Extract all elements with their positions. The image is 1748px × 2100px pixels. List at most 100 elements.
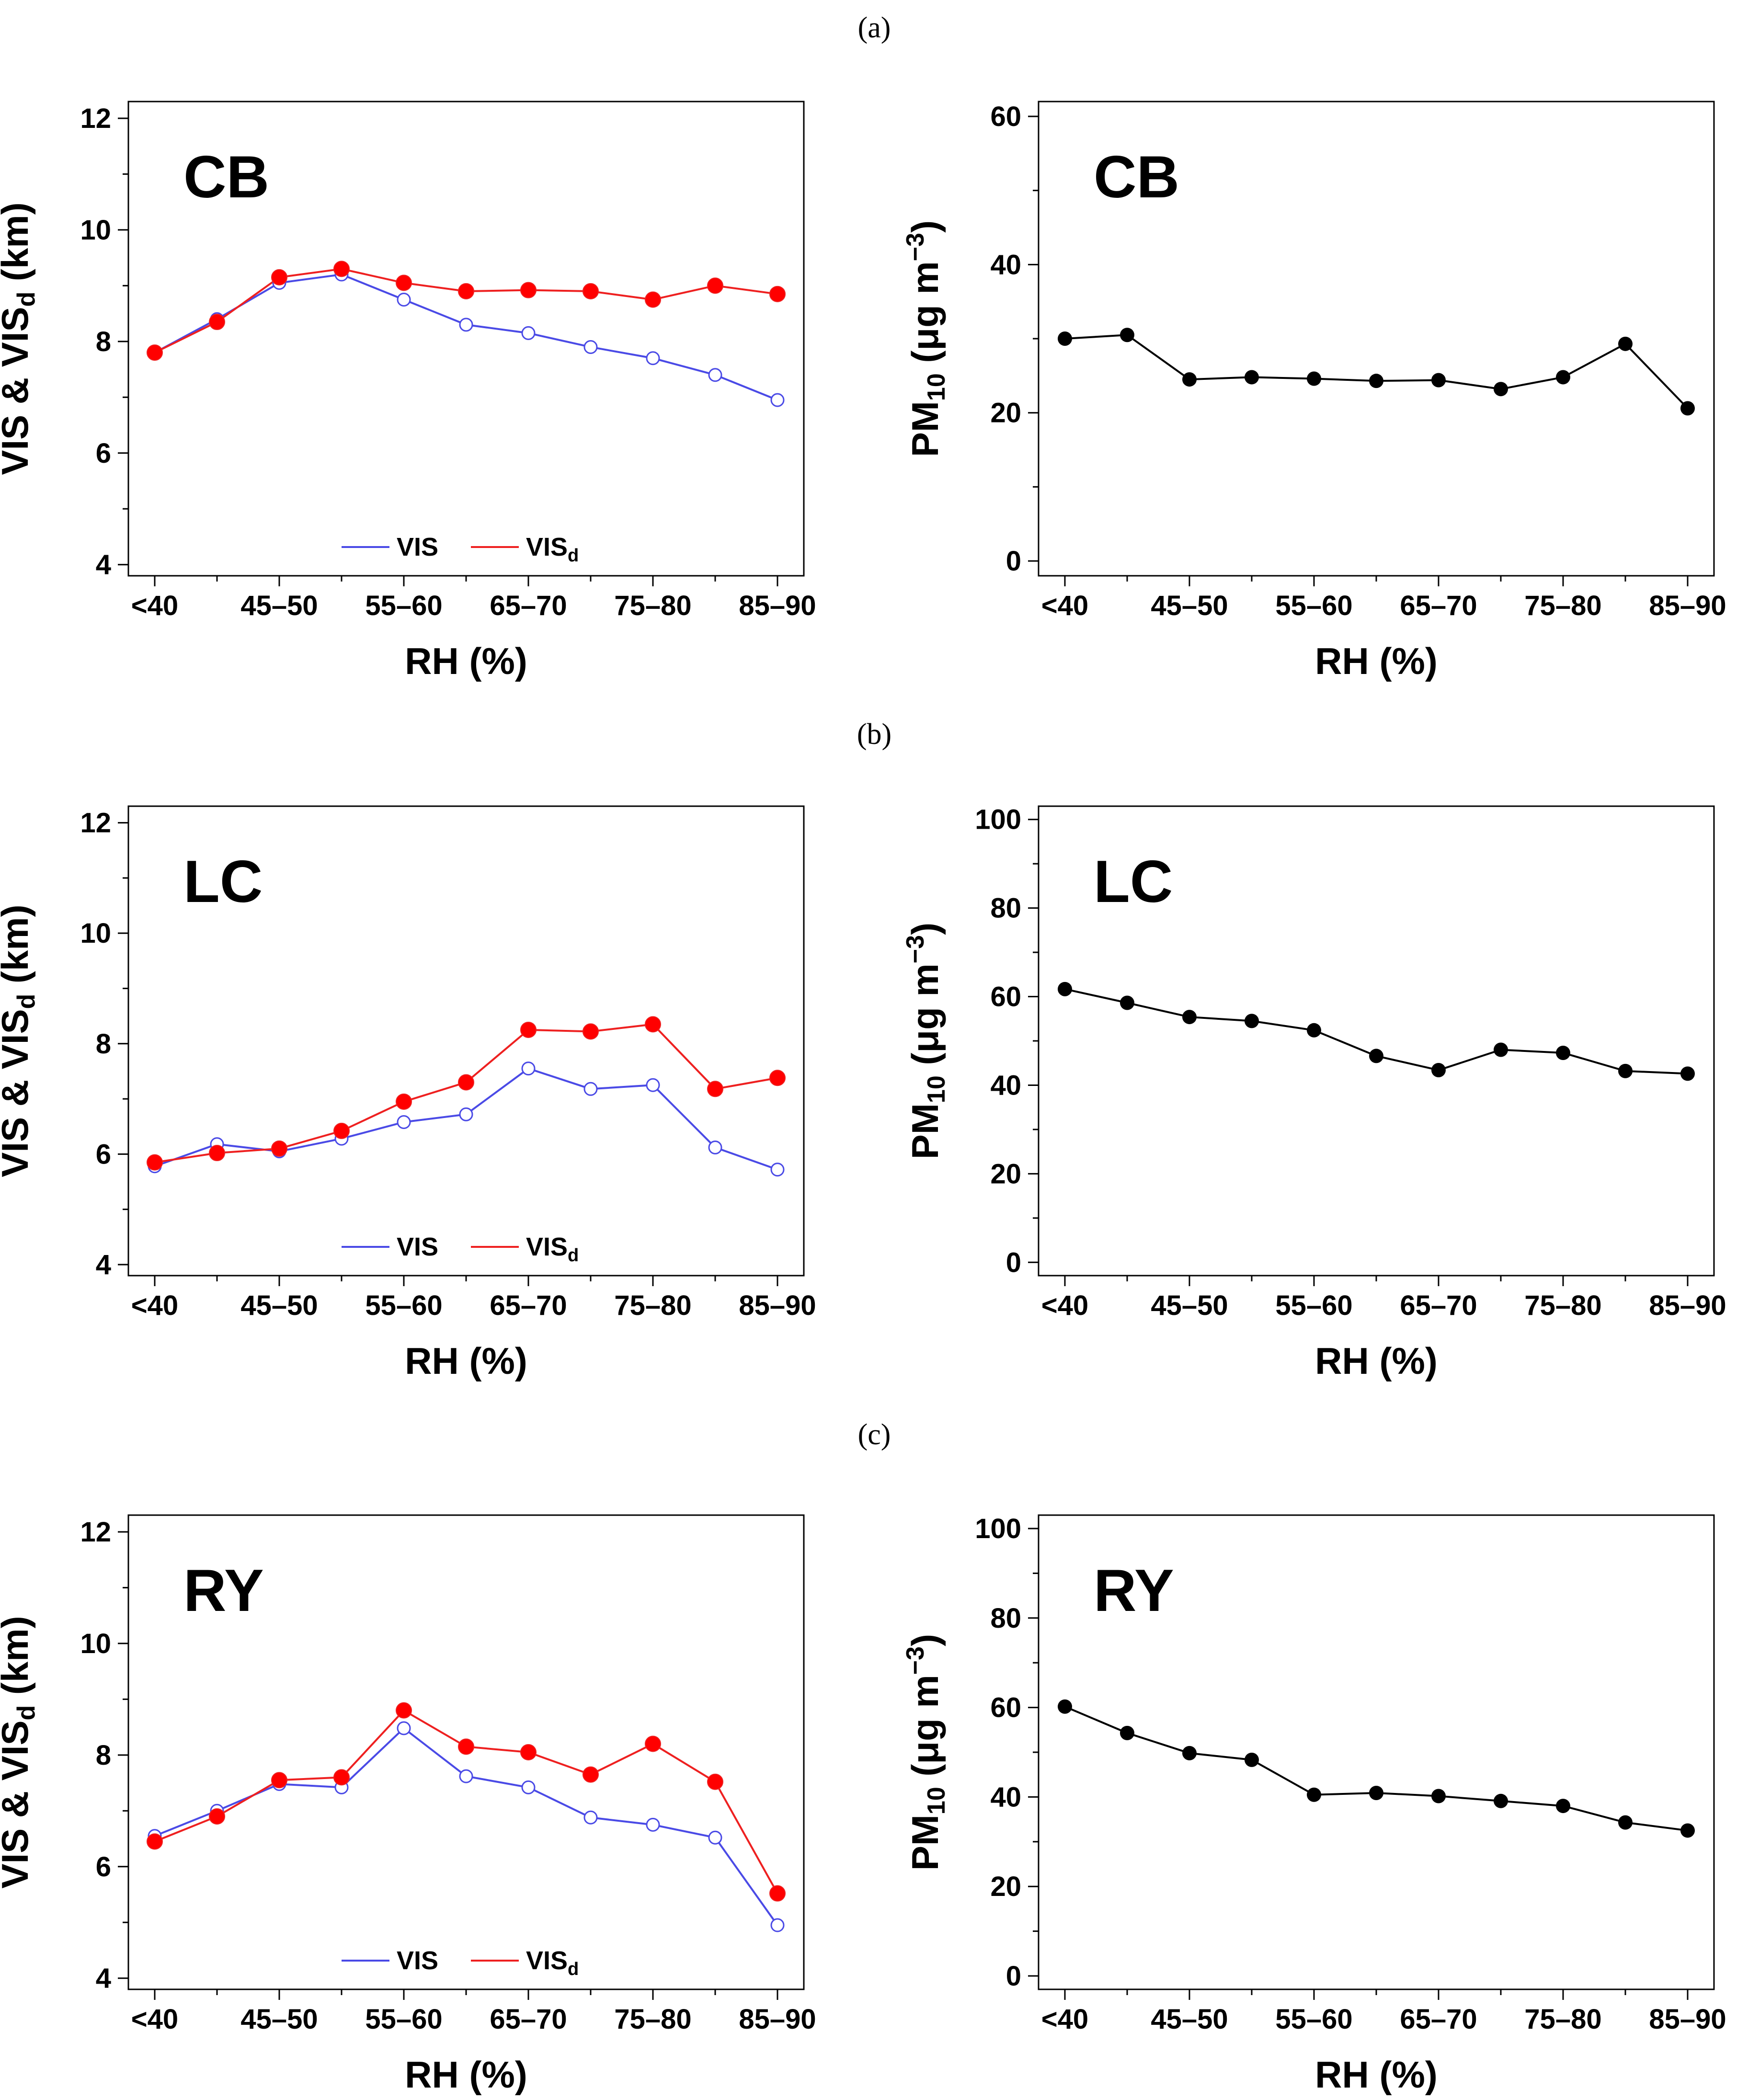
x-tick-label: <40 bbox=[1041, 590, 1088, 621]
visd-point bbox=[583, 283, 599, 299]
x-axis-title: RH (%) bbox=[405, 2054, 527, 2096]
y-axis-title: PM10 (μg m−3) bbox=[902, 1634, 950, 1871]
x-tick-label: 55–60 bbox=[365, 1290, 442, 1321]
y-axis-title: VIS & VISd (km) bbox=[0, 1616, 40, 1888]
visd-point bbox=[520, 282, 537, 298]
pm10-point bbox=[1307, 1787, 1321, 1802]
visd-point bbox=[769, 1070, 786, 1086]
pm10-point bbox=[1680, 1066, 1695, 1081]
y-tick-label: 60 bbox=[990, 1692, 1021, 1723]
visd-point bbox=[458, 283, 474, 299]
y-tick-label: 20 bbox=[990, 398, 1021, 429]
y-tick-label: 12 bbox=[80, 103, 111, 134]
pm10-point bbox=[1556, 370, 1570, 385]
pm10-point bbox=[1494, 382, 1508, 397]
y-tick-label: 10 bbox=[80, 1628, 111, 1659]
y-tick-label: 12 bbox=[80, 808, 111, 839]
x-axis-title: RH (%) bbox=[405, 1340, 527, 1382]
chart-cb-pm10: 0 20 40 60 <40 45–50 55–60 65–70 75–80 85–90 RH (%… bbox=[902, 101, 1726, 682]
vis-point bbox=[397, 1721, 411, 1735]
y-tick-label: 6 bbox=[96, 1139, 111, 1170]
chart-ry-visibility: 4 6 8 10 12 <40 45–50 55–60 65–70 75–80 85–90 RH (%… bbox=[0, 1514, 816, 2096]
pm10-point bbox=[1182, 372, 1197, 387]
visd-point bbox=[333, 1769, 350, 1786]
y-tick-label: 40 bbox=[990, 249, 1021, 280]
pm10-point bbox=[1182, 1010, 1197, 1025]
x-tick-label: 45–50 bbox=[1151, 590, 1228, 621]
x-tick-label: 45–50 bbox=[240, 2004, 318, 2035]
y-tick-label: 4 bbox=[96, 549, 111, 581]
visd-point bbox=[147, 1833, 163, 1850]
y-tick-label: 20 bbox=[990, 1871, 1021, 1902]
vis-point bbox=[583, 340, 598, 354]
visd-point bbox=[707, 277, 723, 294]
x-tick-label: 55–60 bbox=[365, 2004, 442, 2035]
x-tick-label: 45–50 bbox=[1151, 1290, 1228, 1321]
x-axis-title: RH (%) bbox=[1315, 2054, 1438, 2096]
x-axis-title: RH (%) bbox=[405, 640, 527, 682]
vis-point bbox=[646, 351, 660, 365]
site-label: LC bbox=[1094, 849, 1173, 915]
pm10-point bbox=[1494, 1042, 1508, 1057]
pm10-point bbox=[1556, 1045, 1570, 1060]
site-label: RY bbox=[183, 1558, 264, 1624]
x-tick-label: <40 bbox=[131, 2004, 178, 2035]
chart-cb-visibility: 4 6 8 10 12 <40 45–50 55–60 65–70 75–80 85–90 RH (%… bbox=[0, 101, 816, 682]
y-axis-title: PM10 (μg m−3) bbox=[902, 923, 950, 1159]
vis-point bbox=[708, 1141, 722, 1155]
pm10-point bbox=[1182, 1746, 1197, 1760]
y-tick-label: 4 bbox=[96, 1249, 111, 1280]
x-tick-label: 75–80 bbox=[614, 2004, 691, 2035]
y-tick-label: 0 bbox=[1006, 546, 1021, 577]
x-tick-label: <40 bbox=[131, 1290, 178, 1321]
x-tick-label: 55–60 bbox=[1275, 590, 1352, 621]
legend-vis-label: VIS bbox=[397, 1233, 438, 1261]
y-tick-label: 6 bbox=[96, 438, 111, 469]
legend-vis-label: VIS bbox=[397, 1946, 438, 1975]
visd-point bbox=[271, 269, 287, 285]
pm10-point bbox=[1680, 401, 1695, 416]
vis-point bbox=[583, 1810, 598, 1825]
pm10-point bbox=[1369, 1785, 1383, 1800]
pm10-point bbox=[1120, 328, 1134, 342]
visd-point bbox=[583, 1766, 599, 1783]
visd-point bbox=[396, 1702, 412, 1719]
x-tick-label: 85–90 bbox=[1649, 590, 1726, 621]
pm10-point bbox=[1058, 982, 1072, 996]
vis-point bbox=[770, 393, 785, 407]
vis-point bbox=[459, 1769, 473, 1783]
legend-vis-label: VIS bbox=[397, 533, 438, 561]
pm10-point bbox=[1058, 331, 1072, 346]
legend-visd-label: VISd bbox=[526, 533, 579, 566]
x-tick-label: <40 bbox=[131, 590, 178, 621]
visd-point bbox=[147, 344, 163, 361]
vis-point bbox=[646, 1817, 660, 1832]
pm10-point bbox=[1618, 1063, 1633, 1078]
pm10-point bbox=[1058, 1699, 1072, 1714]
visd-point bbox=[769, 285, 786, 302]
legend-visd-label: VISd bbox=[526, 1233, 579, 1266]
y-axis-title: PM10 (μg m−3) bbox=[902, 220, 950, 457]
visd-point bbox=[271, 1140, 287, 1157]
pm10-point bbox=[1245, 1752, 1259, 1767]
x-tick-label: 55–60 bbox=[1275, 2004, 1352, 2035]
vis-point bbox=[521, 1780, 536, 1794]
y-tick-label: 40 bbox=[990, 1070, 1021, 1101]
y-tick-label: 8 bbox=[96, 1740, 111, 1771]
y-tick-label: 4 bbox=[96, 1963, 111, 1994]
vis-point bbox=[521, 1061, 536, 1076]
site-label: CB bbox=[183, 144, 269, 210]
x-axis-title: RH (%) bbox=[1315, 640, 1438, 682]
x-tick-label: 75–80 bbox=[614, 590, 691, 621]
visd-point bbox=[209, 1145, 225, 1162]
x-tick-label: 75–80 bbox=[1524, 1290, 1601, 1321]
x-tick-label: 45–50 bbox=[1151, 2004, 1228, 2035]
x-tick-label: <40 bbox=[1041, 2004, 1088, 2035]
pm10-point bbox=[1245, 1014, 1259, 1028]
visd-point bbox=[271, 1772, 287, 1789]
pm10-point bbox=[1431, 373, 1446, 388]
x-tick-label: 65–70 bbox=[490, 2004, 567, 2035]
y-tick-label: 80 bbox=[990, 1603, 1021, 1634]
y-tick-label: 8 bbox=[96, 326, 111, 357]
vis-point bbox=[397, 292, 411, 307]
